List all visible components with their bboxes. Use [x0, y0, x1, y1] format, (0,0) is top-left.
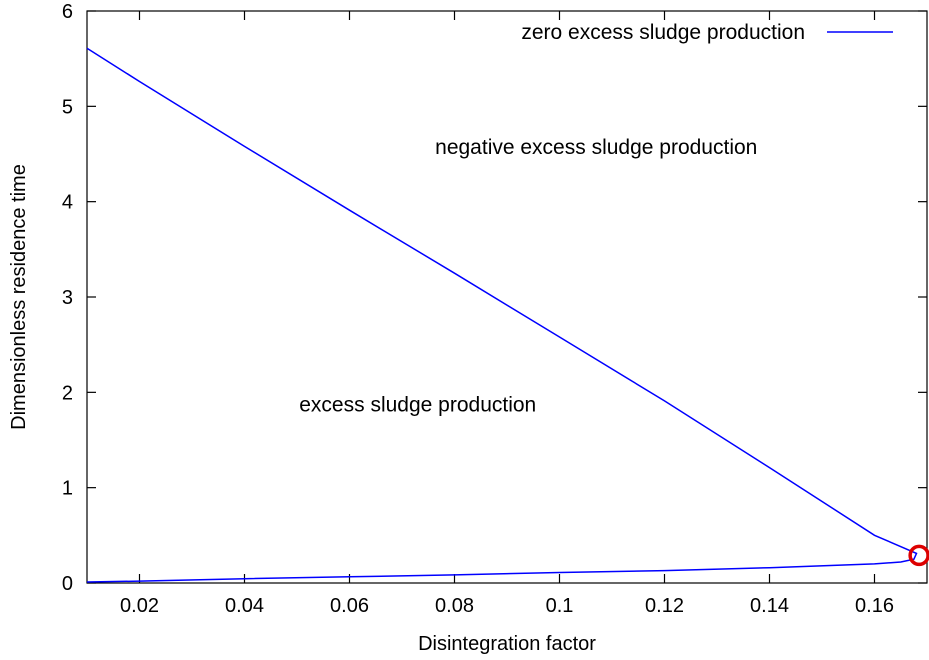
axes: [86, 10, 928, 584]
x-tick-label: 0.08: [435, 595, 474, 617]
legend-label-zero-excess: zero excess sludge production: [521, 21, 805, 44]
x-tick-label: 0.04: [225, 595, 264, 617]
x-axis-label: Disintegration factor: [418, 633, 596, 655]
y-tick-label: 2: [62, 382, 73, 404]
x-tick-label: 0.06: [330, 595, 369, 617]
x-tick-label: 0.12: [645, 595, 684, 617]
plot-frame: [86, 10, 928, 584]
y-tick-label: 5: [62, 96, 73, 118]
x-tick-label: 0.02: [120, 595, 159, 617]
y-tick-label: 1: [62, 478, 73, 500]
x-tick-label: 0.14: [750, 595, 789, 617]
x-tick-label: 0.16: [855, 595, 894, 617]
series-line-zero-excess: [86, 47, 918, 583]
y-tick-label: 0: [62, 573, 73, 595]
annotation-label: negative excess sludge production: [435, 136, 757, 159]
x-axis-ticks: 0.02 0.04 0.06 0.08 0.1 0.12 0.14 0.16: [120, 11, 894, 617]
x-tick-label: 0.1: [546, 595, 574, 617]
highlight-circle-marker: [908, 544, 929, 567]
y-axis-ticks: 0 1 2 3 4 5 6: [62, 1, 927, 595]
y-tick-label: 6: [62, 1, 73, 23]
y-tick-label: 4: [62, 192, 73, 214]
series-group: [86, 47, 929, 583]
annotations: negative excess sludge production excess …: [299, 136, 757, 416]
y-tick-label: 3: [62, 287, 73, 309]
annotation-label: excess sludge production: [299, 393, 536, 416]
legend: zero excess sludge production: [521, 21, 893, 44]
y-axis-label: Dimensionless residence time: [8, 164, 30, 430]
